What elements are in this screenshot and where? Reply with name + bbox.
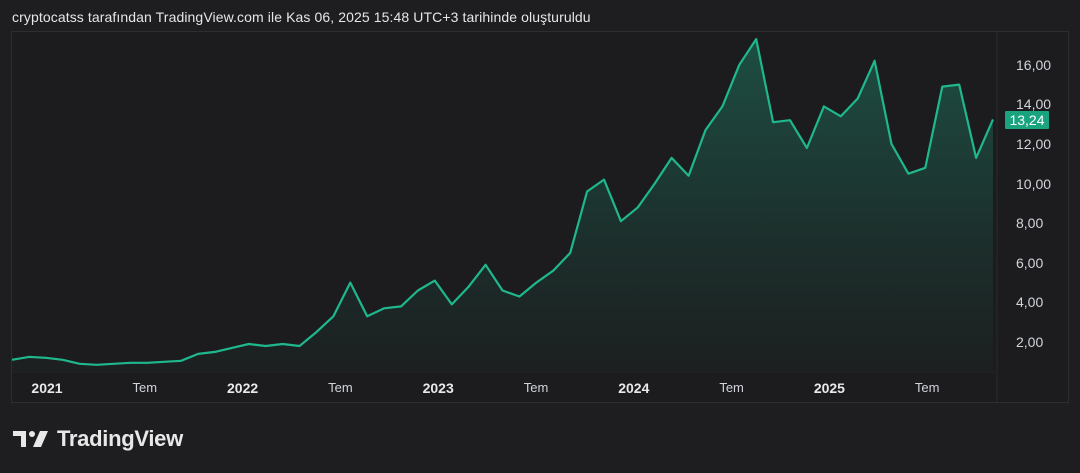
x-tick-month: Tem xyxy=(523,380,549,395)
price-area-fill xyxy=(12,39,993,372)
tradingview-brand[interactable]: TradingView xyxy=(13,426,183,452)
y-tick-label: 8,00 xyxy=(1016,215,1044,232)
x-tick-year: 2022 xyxy=(227,380,259,396)
x-tick-month: Tem xyxy=(132,380,158,395)
brand-name: TradingView xyxy=(57,426,183,451)
y-tick-label: 16,00 xyxy=(1016,56,1052,73)
y-tick-label: 10,00 xyxy=(1016,175,1052,192)
price-line xyxy=(11,38,995,366)
x-tick-year: 2023 xyxy=(422,380,454,396)
x-tick-month: Tem xyxy=(719,380,744,395)
last-price-badge: 13,24 xyxy=(1005,111,1049,129)
x-tick-month: Tem xyxy=(328,380,353,395)
y-tick-label: 2,00 xyxy=(1016,334,1044,350)
tradingview-logo-icon xyxy=(13,431,48,447)
x-tick-year: 2021 xyxy=(31,380,63,396)
y-tick-label: 6,00 xyxy=(1016,254,1044,271)
chart-caption: cryptocatss tarafından TradingView.com i… xyxy=(12,9,591,25)
y-tick-label: 4,00 xyxy=(1016,294,1044,311)
x-tick-year: 2025 xyxy=(813,380,845,396)
y-tick-label: 12,00 xyxy=(1016,136,1052,152)
x-tick-year: 2024 xyxy=(618,380,650,396)
y-tick-label: 14,00 xyxy=(1016,96,1052,113)
x-tick-month: Tem xyxy=(914,380,940,395)
